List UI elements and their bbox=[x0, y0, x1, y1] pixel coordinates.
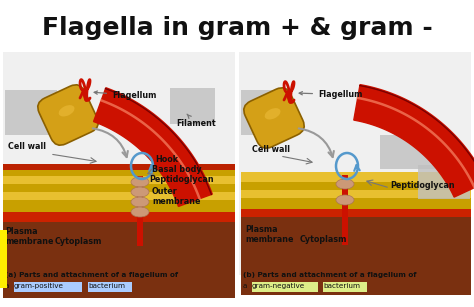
Text: membrane: membrane bbox=[5, 237, 54, 246]
Bar bbox=[3, 182, 235, 192]
Bar bbox=[3, 164, 235, 170]
Text: bacterium: bacterium bbox=[323, 283, 360, 289]
Ellipse shape bbox=[131, 187, 149, 197]
Bar bbox=[241, 196, 471, 209]
Bar bbox=[3, 190, 235, 200]
Text: bacterium: bacterium bbox=[88, 283, 125, 289]
Bar bbox=[418, 165, 470, 199]
Bar bbox=[342, 175, 348, 245]
Bar bbox=[323, 282, 367, 292]
Text: Cell wall: Cell wall bbox=[252, 145, 290, 154]
Text: gram-positive: gram-positive bbox=[14, 283, 64, 289]
Bar bbox=[5, 90, 57, 135]
Polygon shape bbox=[93, 88, 212, 206]
Ellipse shape bbox=[336, 179, 354, 189]
Bar bbox=[3, 168, 235, 176]
Text: Flagella in gram + & gram -: Flagella in gram + & gram - bbox=[42, 16, 432, 40]
Text: Plasma: Plasma bbox=[5, 227, 37, 236]
Bar bbox=[241, 172, 471, 182]
Ellipse shape bbox=[131, 207, 149, 217]
Bar bbox=[252, 282, 318, 292]
Bar bbox=[3, 198, 235, 212]
Bar bbox=[241, 180, 471, 190]
Bar bbox=[239, 52, 471, 275]
Text: Hook: Hook bbox=[155, 155, 178, 164]
Ellipse shape bbox=[131, 177, 149, 187]
Text: Flagellum: Flagellum bbox=[299, 90, 363, 99]
Bar bbox=[0, 230, 7, 288]
Bar bbox=[241, 188, 471, 198]
Text: Cytoplasm: Cytoplasm bbox=[55, 237, 102, 246]
Ellipse shape bbox=[336, 195, 354, 205]
Bar bbox=[380, 135, 435, 169]
Bar bbox=[241, 90, 291, 135]
Bar bbox=[241, 215, 471, 295]
Ellipse shape bbox=[131, 197, 149, 207]
Bar bbox=[14, 282, 82, 292]
Text: membrane: membrane bbox=[245, 235, 293, 244]
Bar bbox=[3, 218, 235, 298]
Text: Cell wall: Cell wall bbox=[8, 142, 46, 151]
Text: Cytoplasm: Cytoplasm bbox=[300, 235, 347, 244]
Bar bbox=[88, 282, 132, 292]
Text: Flagellum: Flagellum bbox=[94, 91, 156, 100]
Text: membrane: membrane bbox=[152, 197, 201, 206]
Bar bbox=[3, 52, 235, 275]
Text: a: a bbox=[5, 283, 9, 289]
Text: (a) Parts and attachment of a flagellum of: (a) Parts and attachment of a flagellum … bbox=[5, 272, 178, 278]
Ellipse shape bbox=[264, 108, 281, 119]
Text: Plasma: Plasma bbox=[245, 225, 278, 234]
Polygon shape bbox=[354, 85, 474, 197]
Text: a: a bbox=[243, 283, 247, 289]
Ellipse shape bbox=[59, 105, 74, 116]
Bar bbox=[241, 208, 471, 217]
Text: gram-negative: gram-negative bbox=[252, 283, 305, 289]
Text: Basal body: Basal body bbox=[152, 165, 201, 174]
Text: Peptidoglycan: Peptidoglycan bbox=[390, 181, 455, 190]
Text: Outer: Outer bbox=[152, 187, 178, 196]
Text: Filament: Filament bbox=[176, 114, 216, 128]
Bar bbox=[170, 88, 215, 124]
Bar bbox=[137, 176, 143, 246]
FancyBboxPatch shape bbox=[244, 88, 304, 148]
FancyBboxPatch shape bbox=[38, 85, 98, 145]
Bar bbox=[3, 212, 235, 222]
Bar bbox=[3, 174, 235, 184]
Text: Peptidoglycan: Peptidoglycan bbox=[149, 175, 214, 184]
Text: (b) Parts and attachment of a flagellum of: (b) Parts and attachment of a flagellum … bbox=[243, 272, 417, 278]
